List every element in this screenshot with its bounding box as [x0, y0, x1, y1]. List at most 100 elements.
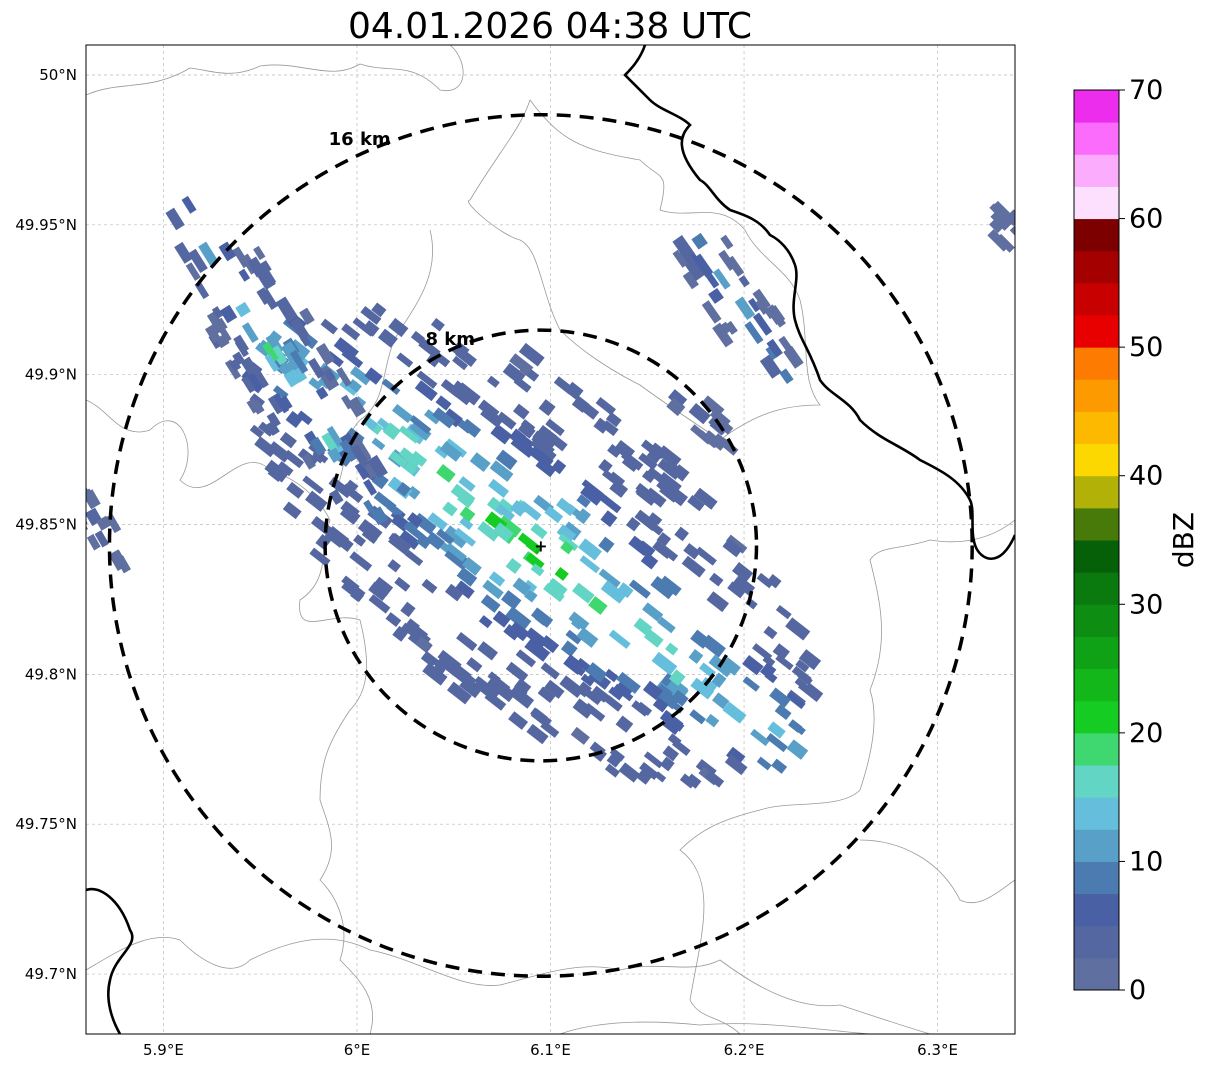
echo-pixel	[371, 472, 389, 490]
echo-pixel	[671, 719, 685, 732]
echo-pixel	[58, 480, 74, 497]
echo-pixel	[513, 376, 532, 393]
echo-pixel	[548, 433, 568, 452]
echo-pixel	[456, 632, 478, 652]
lat-tick-label: 50°N	[39, 66, 77, 84]
echo-pixel	[545, 577, 568, 599]
echo-pixel	[515, 649, 537, 668]
echo-pixel	[347, 396, 366, 418]
echo-pixel	[431, 663, 446, 677]
echo-pixel	[341, 575, 360, 593]
admin-boundary-west	[86, 399, 374, 1034]
echo-pixel	[759, 662, 777, 680]
echo-pixel	[273, 393, 290, 414]
echo-pixel	[478, 615, 493, 629]
echo-pixel	[204, 324, 222, 344]
echo-pixel	[576, 494, 591, 508]
echo-pixel	[748, 297, 761, 313]
echo-pixel	[798, 649, 822, 671]
echo-pixel	[277, 461, 294, 477]
echo-pixel	[656, 532, 672, 547]
echo-pixel	[285, 410, 303, 428]
echo-pixel	[213, 319, 232, 343]
lat-tick-label: 49.85°N	[15, 516, 77, 534]
echo-pixel	[422, 662, 448, 686]
echo-pixel	[633, 617, 653, 636]
echo-pixel	[607, 443, 622, 458]
border-southwest	[86, 887, 134, 1034]
echo-pixel	[434, 445, 449, 459]
echo-pixel	[309, 547, 331, 567]
echo-pixel	[579, 555, 601, 574]
echo-pixel	[636, 540, 656, 559]
echo-pixel	[681, 555, 706, 578]
echo-pixel	[480, 594, 501, 613]
colorbar-bin	[1074, 250, 1119, 284]
echo-pixel	[732, 575, 756, 596]
echo-pixel	[752, 288, 771, 310]
echo-pixel	[993, 200, 1013, 221]
echo-pixel	[410, 330, 426, 345]
echo-pixel	[725, 320, 738, 335]
colorbar-bin	[1074, 122, 1119, 155]
echo-pixel	[416, 370, 438, 389]
lon-tick-label: 5.9°E	[143, 1041, 184, 1059]
echo-pixel	[766, 574, 782, 589]
echo-pixel	[606, 753, 622, 768]
colorbar-tick-label: 10	[1129, 846, 1163, 877]
echo-pixel	[657, 616, 676, 634]
echo-pixel	[505, 661, 529, 683]
echo-pixel	[362, 320, 380, 337]
echo-pixel	[643, 629, 664, 648]
echo-pixel	[559, 675, 585, 698]
echo-pixel	[652, 697, 669, 713]
echo-pixel	[508, 621, 530, 642]
colorbar-tick-label: 50	[1129, 332, 1163, 363]
echo-pixel	[540, 662, 560, 680]
echo-pixel	[665, 642, 679, 656]
echo-pixel	[613, 683, 634, 702]
echo-pixel	[436, 464, 456, 483]
echo-pixel	[668, 669, 686, 687]
echo-pixel	[430, 317, 445, 332]
echo-pixel	[618, 762, 641, 783]
echo-pixel	[689, 709, 706, 725]
colorbar-bin	[1074, 572, 1119, 605]
echo-pixel	[336, 367, 352, 387]
echo-pixel	[672, 235, 695, 260]
echo-pixel	[659, 575, 682, 597]
echo-pixel	[615, 715, 634, 733]
echo-pixel	[543, 583, 565, 603]
echo-pixel	[646, 449, 662, 464]
echo-pixel	[349, 551, 373, 572]
echo-pixel	[454, 580, 475, 599]
echo-pixel	[783, 345, 804, 369]
echo-pixel	[302, 475, 324, 495]
echo-pixel	[353, 534, 367, 547]
echo-pixel	[742, 676, 760, 692]
colorbar-bin	[1074, 732, 1119, 766]
echo-pixel	[198, 241, 219, 267]
echo-pixel	[1012, 226, 1015, 246]
echo-pixel	[709, 408, 731, 428]
echo-pixel	[526, 723, 549, 745]
echo-pixel	[600, 510, 618, 528]
lat-tick-label: 49.75°N	[15, 815, 77, 833]
echo-pixel	[233, 334, 250, 354]
echo-pixel	[363, 499, 376, 515]
echo-pixel	[365, 523, 383, 539]
latitude-tick-labels: 50°N 49.95°N 49.9°N 49.85°N 49.8°N 49.75°N 49.…	[15, 66, 77, 983]
echo-pixel	[659, 472, 682, 492]
colorbar-bins	[1074, 90, 1119, 991]
echo-pixel	[666, 677, 689, 698]
echo-pixel	[461, 557, 482, 576]
echo-pixel	[444, 438, 468, 458]
echo-pixel	[392, 403, 414, 424]
echo-pixel	[667, 733, 682, 747]
echo-pixel	[712, 268, 731, 290]
echo-pixel	[706, 591, 729, 613]
echo-pixel	[477, 641, 498, 661]
echo-pixel	[232, 246, 250, 269]
echo-pixel	[270, 345, 288, 366]
echo-pixel	[654, 683, 673, 701]
